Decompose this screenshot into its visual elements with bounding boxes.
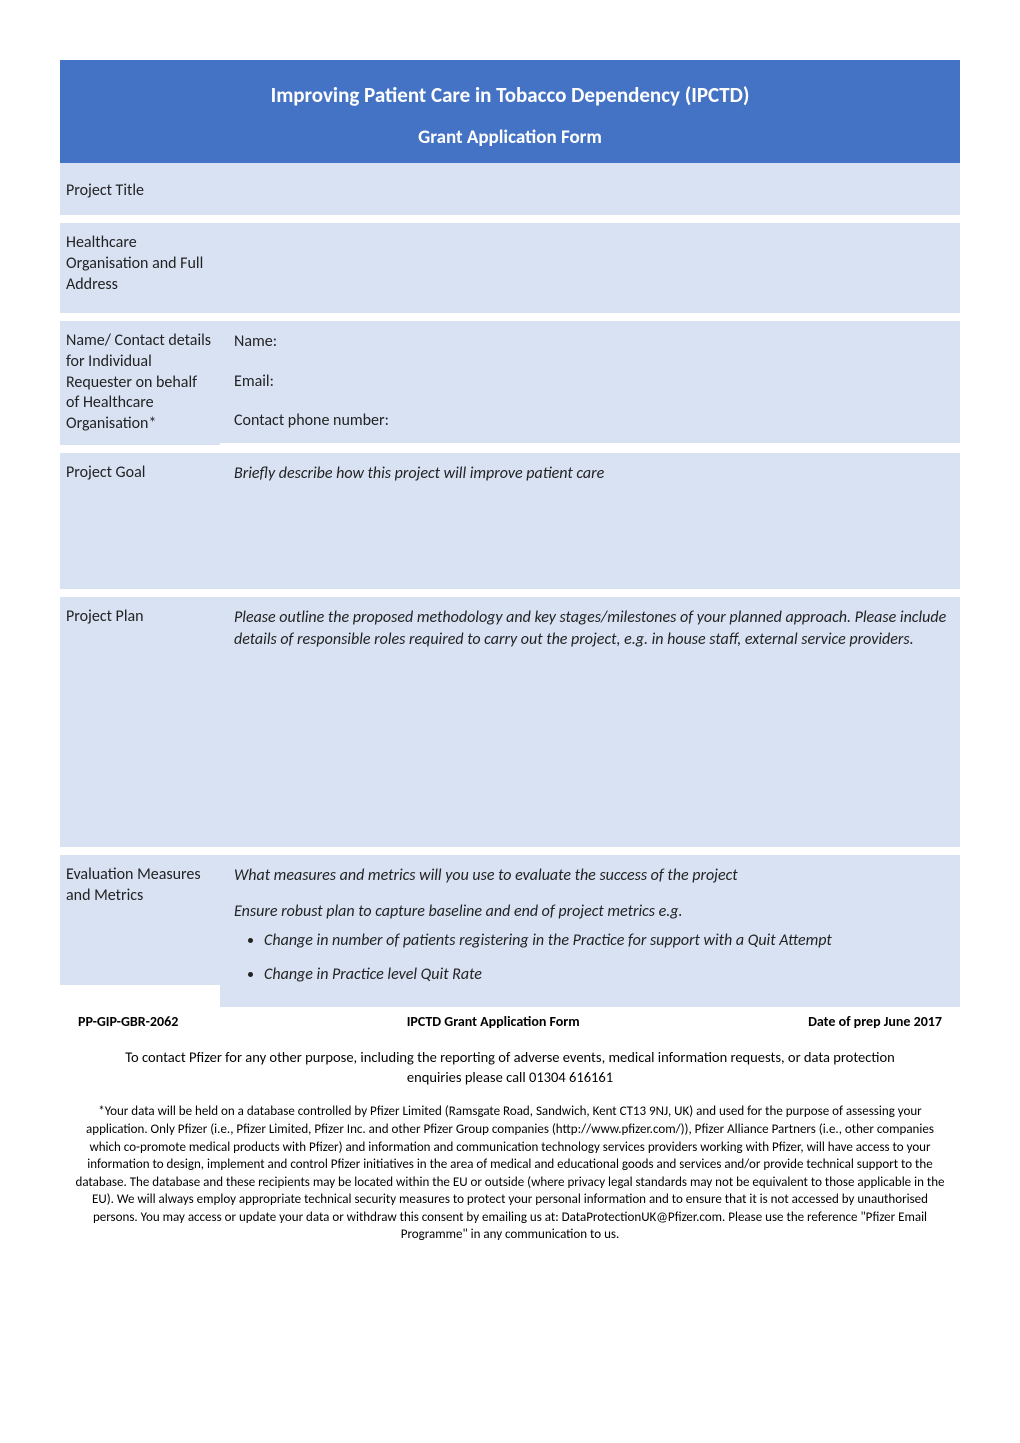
row-plan: Project Plan Please outline the proposed… bbox=[60, 597, 960, 847]
value-goal[interactable]: Briefly describe how this project will i… bbox=[220, 453, 960, 589]
evaluation-ensure: Ensure robust plan to capture baseline a… bbox=[234, 901, 950, 923]
page: Improving Patient Care in Tobacco Depend… bbox=[0, 0, 1020, 1274]
evaluation-bullet-0: Change in number of patients registering… bbox=[264, 930, 950, 952]
footer-contact-line: To contact Pfizer for any other purpose,… bbox=[110, 1048, 910, 1087]
form-title-2: Grant Application Form bbox=[70, 126, 950, 153]
label-plan: Project Plan bbox=[60, 597, 220, 847]
value-plan[interactable]: Please outline the proposed methodology … bbox=[220, 597, 960, 847]
label-contact: Name/ Contact details for Individual Req… bbox=[60, 321, 220, 445]
contact-phone-label: Contact phone number: bbox=[234, 410, 950, 432]
label-goal: Project Goal bbox=[60, 453, 220, 589]
evaluation-bullets: Change in number of patients registering… bbox=[264, 930, 950, 985]
row-evaluation: Evaluation Measures and Metrics What mea… bbox=[60, 855, 960, 1007]
row-contact: Name/ Contact details for Individual Req… bbox=[60, 321, 960, 445]
row-organisation: Healthcare Organisation and Full Address bbox=[60, 223, 960, 313]
row-goal: Project Goal Briefly describe how this p… bbox=[60, 453, 960, 589]
contact-name-label: Name: bbox=[234, 331, 950, 353]
form-title-1: Improving Patient Care in Tobacco Depend… bbox=[70, 82, 950, 108]
value-contact[interactable]: Name: Email: Contact phone number: bbox=[220, 321, 960, 443]
label-project-title: Project Title bbox=[60, 171, 220, 215]
label-organisation: Healthcare Organisation and Full Address bbox=[60, 223, 220, 313]
prep-date: Date of prep June 2017 bbox=[808, 1013, 942, 1030]
label-evaluation: Evaluation Measures and Metrics bbox=[60, 855, 220, 985]
doc-id: PP-GIP-GBR-2062 bbox=[78, 1013, 178, 1030]
value-evaluation[interactable]: What measures and metrics will you use t… bbox=[220, 855, 960, 1007]
row-project-title: Project Title bbox=[60, 171, 960, 215]
evaluation-bullet-1: Change in Practice level Quit Rate bbox=[264, 964, 950, 986]
footer-legal: *Your data will be held on a database co… bbox=[70, 1103, 950, 1243]
form-header: Improving Patient Care in Tobacco Depend… bbox=[60, 60, 960, 163]
doc-title: IPCTD Grant Application Form bbox=[407, 1013, 580, 1030]
value-organisation[interactable] bbox=[220, 223, 960, 313]
contact-email-label: Email: bbox=[234, 371, 950, 393]
footer-ids: PP-GIP-GBR-2062 IPCTD Grant Application … bbox=[78, 1013, 942, 1030]
value-project-title[interactable] bbox=[220, 171, 960, 215]
evaluation-intro: What measures and metrics will you use t… bbox=[234, 865, 950, 887]
